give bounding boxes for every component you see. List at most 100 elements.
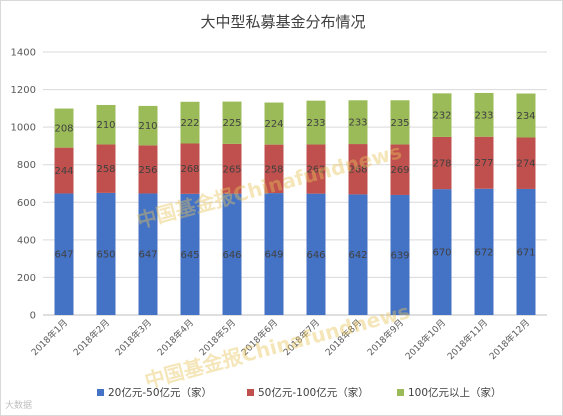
- data-label: 258: [96, 164, 115, 175]
- data-label: 210: [96, 120, 115, 131]
- y-tick-label: 800: [17, 160, 36, 171]
- bar-segment: [306, 100, 326, 145]
- y-tick-label: 0: [30, 311, 36, 322]
- data-label: 222: [180, 118, 199, 129]
- bar-segment: [180, 101, 200, 144]
- data-label: 258: [264, 164, 283, 175]
- y-tick-label: 400: [17, 235, 36, 246]
- bar-segment: [138, 145, 158, 194]
- bar-segment: [516, 93, 536, 138]
- data-label: 646: [306, 250, 325, 261]
- data-label: 670: [432, 248, 451, 259]
- bar-segment: [306, 193, 326, 315]
- data-label: 647: [54, 250, 73, 261]
- x-tick-label: 2018年11月: [445, 317, 491, 363]
- bar-segment: [390, 194, 410, 315]
- y-axis-ticks: 0 200 400 600 800 1000 1200 1400: [11, 48, 36, 322]
- data-label: 234: [516, 111, 535, 122]
- bar-segment: [264, 102, 284, 145]
- bar-segment: [474, 92, 494, 137]
- bar-segment: [180, 143, 200, 194]
- data-label: 233: [348, 118, 367, 129]
- data-label: 235: [390, 118, 409, 129]
- data-label: 265: [222, 164, 241, 175]
- bar-segment: [54, 147, 74, 194]
- bar-segment: [96, 144, 116, 193]
- y-tick-label: 200: [17, 273, 36, 284]
- data-label: 233: [474, 110, 493, 121]
- legend-label: 20亿元-50亿元（家）: [108, 386, 212, 399]
- bar-segment: [432, 93, 452, 137]
- logo-mark: 大数据: [5, 398, 32, 411]
- bar-segment: [474, 188, 494, 315]
- data-label: 268: [348, 165, 367, 176]
- bar-segment: [432, 136, 452, 190]
- data-label: 672: [474, 247, 493, 258]
- bar-segment: [516, 137, 536, 189]
- legend-label: 50亿元-100亿元（家）: [258, 386, 369, 399]
- y-tick-label: 600: [17, 198, 36, 209]
- y-tick-label: 1000: [11, 123, 36, 134]
- bar-segment: [54, 193, 74, 315]
- x-tick-label: 2018年3月: [113, 317, 154, 358]
- bar-segment: [306, 144, 326, 194]
- bar-segment: [516, 188, 536, 315]
- data-label: 208: [54, 124, 73, 135]
- bar-segment: [138, 105, 158, 146]
- bar-segment: [264, 144, 284, 194]
- data-label: 233: [306, 118, 325, 129]
- x-tick-label: 2018年9月: [365, 317, 406, 358]
- x-tick-label: 2018年12月: [487, 317, 533, 363]
- bar-segment: [180, 193, 200, 315]
- data-label: 262: [306, 165, 325, 176]
- data-labels: 647 244 208 650 258 210 647 256 210 645 268 222 646 2…: [54, 110, 535, 261]
- data-label: 224: [264, 119, 283, 130]
- x-tick-label: 2018年10月: [403, 317, 449, 363]
- bar-segment: [138, 193, 158, 315]
- chart-title: 大中型私募基金分布情况: [200, 13, 365, 31]
- bar-segment: [432, 189, 452, 315]
- data-label: 210: [138, 121, 157, 132]
- bar-segment: [54, 108, 74, 148]
- x-tick-label: 2018年8月: [323, 317, 364, 358]
- bar-segment: [348, 194, 368, 315]
- bar-segment: [96, 104, 116, 145]
- x-tick-label: 2018年1月: [29, 317, 70, 358]
- bar-segment: [222, 193, 242, 315]
- bar-segment: [348, 100, 368, 145]
- data-label: 645: [180, 250, 199, 261]
- x-tick-label: 2018年5月: [197, 317, 238, 358]
- data-label: 274: [516, 159, 535, 170]
- bar-segment: [222, 143, 242, 194]
- bar-segment: [390, 144, 410, 195]
- x-tick-label: 2018年6月: [239, 317, 280, 358]
- data-label: 256: [138, 165, 157, 176]
- data-label: 244: [54, 166, 73, 177]
- bars: [54, 92, 536, 315]
- legend-swatch: [97, 389, 104, 396]
- data-label: 268: [180, 164, 199, 175]
- data-label: 647: [138, 250, 157, 261]
- legend-swatch: [247, 389, 254, 396]
- data-label: 269: [390, 165, 409, 176]
- gridlines: [43, 51, 547, 316]
- logo-text: 大数据: [5, 401, 33, 411]
- x-tick-label: 2018年2月: [71, 317, 112, 358]
- x-tick-label: 2018年7月: [281, 317, 322, 358]
- data-label: 671: [516, 247, 535, 258]
- legend-swatch: [397, 389, 404, 396]
- data-label: 649: [264, 250, 283, 261]
- legend: 20亿元-50亿元（家） 50亿元-100亿元（家） 100亿元以上（家）: [97, 386, 502, 399]
- bar-segment: [96, 192, 116, 315]
- bar-segment: [264, 193, 284, 315]
- bar-segment: [474, 136, 494, 189]
- data-label: 642: [348, 250, 367, 261]
- bar-segment: [222, 101, 242, 144]
- bar-segment: [348, 144, 368, 195]
- bar-segment: [390, 100, 410, 145]
- x-tick-label: 2018年4月: [155, 317, 196, 358]
- x-axis-ticks: 2018年1月 2018年2月 2018年3月 2018年4月 2018年5月 2018年…: [29, 317, 532, 363]
- data-label: 650: [96, 249, 115, 260]
- legend-label: 100亿元以上（家）: [408, 386, 502, 399]
